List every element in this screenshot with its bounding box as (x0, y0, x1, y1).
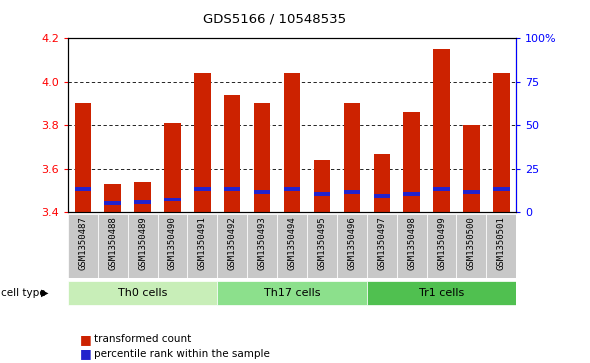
Text: GSM1350489: GSM1350489 (138, 216, 147, 270)
Bar (98, 214, 127, 278)
Bar (373, 195, 390, 199)
Text: cell type: cell type (1, 288, 46, 298)
Bar (164, 123, 181, 212)
Bar (104, 184, 121, 212)
Text: GSM1350488: GSM1350488 (108, 216, 117, 270)
Bar (247, 214, 277, 278)
Bar (404, 192, 420, 196)
Text: GSM1350497: GSM1350497 (377, 216, 386, 270)
Bar (404, 112, 420, 212)
Bar (373, 154, 390, 212)
Bar (427, 214, 457, 278)
Text: Th17 cells: Th17 cells (264, 287, 320, 298)
Text: GSM1350493: GSM1350493 (258, 216, 267, 270)
Text: GSM1350495: GSM1350495 (317, 216, 326, 270)
Bar (224, 95, 241, 212)
Bar (343, 190, 360, 193)
Bar (194, 187, 211, 191)
Bar (343, 103, 360, 212)
Text: GSM1350490: GSM1350490 (168, 216, 177, 270)
Text: Th0 cells: Th0 cells (118, 287, 168, 298)
Text: ■: ■ (80, 333, 91, 346)
Bar (68, 281, 217, 305)
Bar (486, 214, 516, 278)
Bar (493, 187, 510, 191)
Text: GSM1350491: GSM1350491 (198, 216, 207, 270)
Bar (314, 160, 330, 212)
Bar (396, 214, 427, 278)
Bar (158, 214, 188, 278)
Bar (74, 103, 91, 212)
Bar (463, 190, 480, 193)
Bar (367, 214, 396, 278)
Text: ▶: ▶ (41, 288, 48, 298)
Bar (74, 187, 91, 191)
Text: GSM1350492: GSM1350492 (228, 216, 237, 270)
Bar (164, 197, 181, 201)
Text: GSM1350496: GSM1350496 (348, 216, 356, 270)
Bar (337, 214, 367, 278)
Text: GSM1350498: GSM1350498 (407, 216, 416, 270)
Bar (188, 214, 217, 278)
Bar (463, 125, 480, 212)
Text: percentile rank within the sample: percentile rank within the sample (94, 349, 270, 359)
Bar (307, 214, 337, 278)
Bar (314, 192, 330, 196)
Bar (224, 187, 241, 191)
Bar (135, 200, 151, 204)
Bar (217, 214, 247, 278)
Text: GSM1350501: GSM1350501 (497, 216, 506, 270)
Bar (284, 187, 300, 191)
Text: GSM1350499: GSM1350499 (437, 216, 446, 270)
Bar (284, 73, 300, 212)
Bar (277, 214, 307, 278)
Bar (254, 190, 270, 193)
Bar (194, 73, 211, 212)
Text: transformed count: transformed count (94, 334, 192, 344)
Bar (104, 201, 121, 205)
Text: GSM1350487: GSM1350487 (78, 216, 87, 270)
Text: GSM1350494: GSM1350494 (287, 216, 297, 270)
Bar (493, 73, 510, 212)
Bar (68, 214, 98, 278)
Bar (367, 281, 516, 305)
Bar (217, 281, 367, 305)
Bar (457, 214, 486, 278)
Text: GDS5166 / 10548535: GDS5166 / 10548535 (203, 13, 346, 26)
Bar (433, 49, 450, 212)
Text: GSM1350500: GSM1350500 (467, 216, 476, 270)
Bar (254, 103, 270, 212)
Text: Tr1 cells: Tr1 cells (419, 287, 464, 298)
Text: ■: ■ (80, 347, 91, 360)
Bar (433, 187, 450, 191)
Bar (127, 214, 158, 278)
Bar (135, 182, 151, 212)
